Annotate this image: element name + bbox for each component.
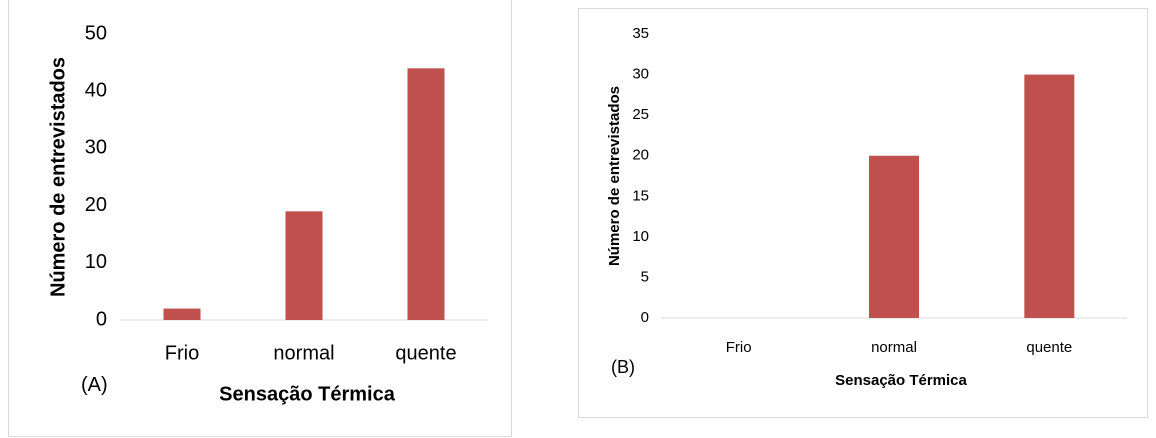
bar-b-normal bbox=[869, 155, 919, 318]
panel-label-b: (B) bbox=[611, 357, 635, 377]
y-tick-label-a-50: 50 bbox=[85, 22, 107, 44]
y-tick-label-b-10: 10 bbox=[632, 228, 649, 245]
bar-a-normal bbox=[285, 211, 323, 320]
y-tick-label-a-30: 30 bbox=[85, 137, 107, 159]
y-tick-label-b-15: 15 bbox=[632, 187, 649, 204]
y-tick-label-b-30: 30 bbox=[632, 66, 649, 83]
y-axis-title-b: Número de entrevistados bbox=[606, 86, 623, 266]
x-tick-label-b-quente: quente bbox=[1026, 339, 1072, 356]
x-tick-label-b-normal: normal bbox=[871, 339, 917, 356]
y-tick-label-b-5: 5 bbox=[641, 268, 649, 285]
x-tick-label-a-Frio: Frio bbox=[165, 342, 199, 364]
y-tick-label-b-0: 0 bbox=[641, 309, 649, 326]
y-tick-label-a-40: 40 bbox=[85, 79, 107, 101]
x-tick-label-b-Frio: Frio bbox=[726, 339, 752, 356]
x-tick-label-a-normal: normal bbox=[273, 342, 334, 364]
y-axis-title-a: Número de entrevistados bbox=[47, 57, 69, 297]
y-tick-label-a-20: 20 bbox=[85, 194, 107, 216]
y-tick-label-b-35: 35 bbox=[632, 25, 649, 42]
bar-b-quente bbox=[1024, 74, 1075, 318]
bar-a-quente bbox=[407, 68, 445, 320]
bar-a-Frio bbox=[163, 308, 201, 320]
y-tick-label-b-25: 25 bbox=[632, 106, 649, 123]
bar-chart-b: 0 5 10 15 20 25 30 35 Frio normal quente Sensação T… bbox=[606, 25, 1127, 389]
y-tick-label-a-0: 0 bbox=[96, 308, 107, 330]
bar-chart-a: 0 10 20 30 40 50 Frio normal quente Sensação Térm… bbox=[47, 22, 487, 405]
y-tick-label-b-20: 20 bbox=[632, 147, 649, 164]
x-axis-title-b: Sensação Térmica bbox=[835, 372, 967, 389]
chart-panel-a: 0 10 20 30 40 50 Frio normal quente Sensação Térm… bbox=[8, 0, 512, 437]
chart-panel-b: 0 5 10 15 20 25 30 35 Frio normal quente Sensação T… bbox=[578, 8, 1148, 418]
x-axis-title-a: Sensação Térmica bbox=[219, 383, 396, 405]
panel-label-a: (A) bbox=[81, 374, 108, 396]
y-tick-label-a-10: 10 bbox=[85, 251, 107, 273]
x-tick-label-a-quente: quente bbox=[395, 342, 456, 364]
